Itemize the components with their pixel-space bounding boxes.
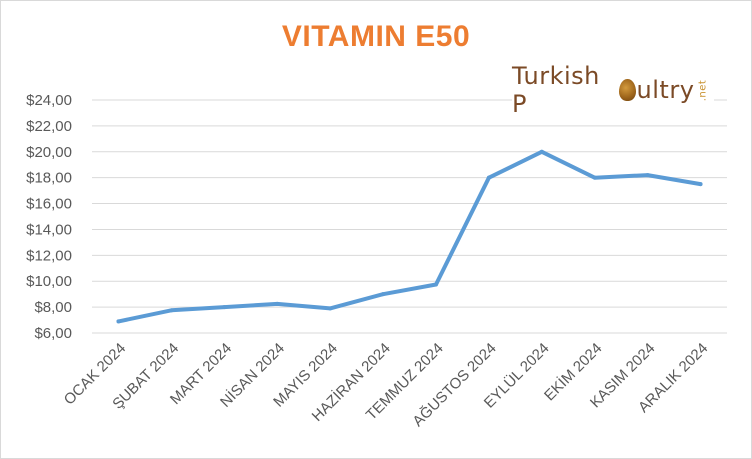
data-point xyxy=(275,301,280,306)
series-lines xyxy=(116,149,703,324)
y-axis-tick-labels: $6,00 $8,00 $10,00 $12,00 $14,00 $16,00 $18,00… xyxy=(26,92,72,342)
y-tick-label: $8,00 xyxy=(34,299,72,316)
logo-text-turkish: Turkish P xyxy=(512,62,600,118)
y-tick-label: $6,00 xyxy=(34,325,72,342)
y-tick-label: $20,00 xyxy=(26,144,72,161)
data-point xyxy=(433,282,438,287)
data-point xyxy=(328,306,333,311)
data-point xyxy=(645,173,650,178)
logo-text-ultry: ultry xyxy=(636,76,695,104)
egg-icon xyxy=(619,79,636,101)
data-point xyxy=(169,308,174,313)
data-point xyxy=(222,305,227,310)
data-point xyxy=(381,292,386,297)
data-point xyxy=(698,182,703,187)
logo-badge: .net xyxy=(697,79,709,101)
turkish-poultry-logo: Turkish P ultry .net xyxy=(512,62,714,118)
y-tick-label: $14,00 xyxy=(26,221,72,238)
gridlines xyxy=(92,99,727,334)
y-tick-label: $24,00 xyxy=(26,92,72,109)
series-line xyxy=(116,149,703,324)
y-tick-label: $22,00 xyxy=(26,118,72,135)
data-point xyxy=(116,319,121,324)
data-point xyxy=(592,175,597,180)
y-tick-label: $12,00 xyxy=(26,247,72,264)
y-tick-label: $16,00 xyxy=(26,196,72,213)
data-point xyxy=(539,149,544,154)
data-point xyxy=(486,175,491,180)
y-tick-label: $10,00 xyxy=(26,273,72,290)
y-tick-label: $18,00 xyxy=(26,170,72,187)
chart-title: VITAMIN E50 xyxy=(281,20,471,53)
